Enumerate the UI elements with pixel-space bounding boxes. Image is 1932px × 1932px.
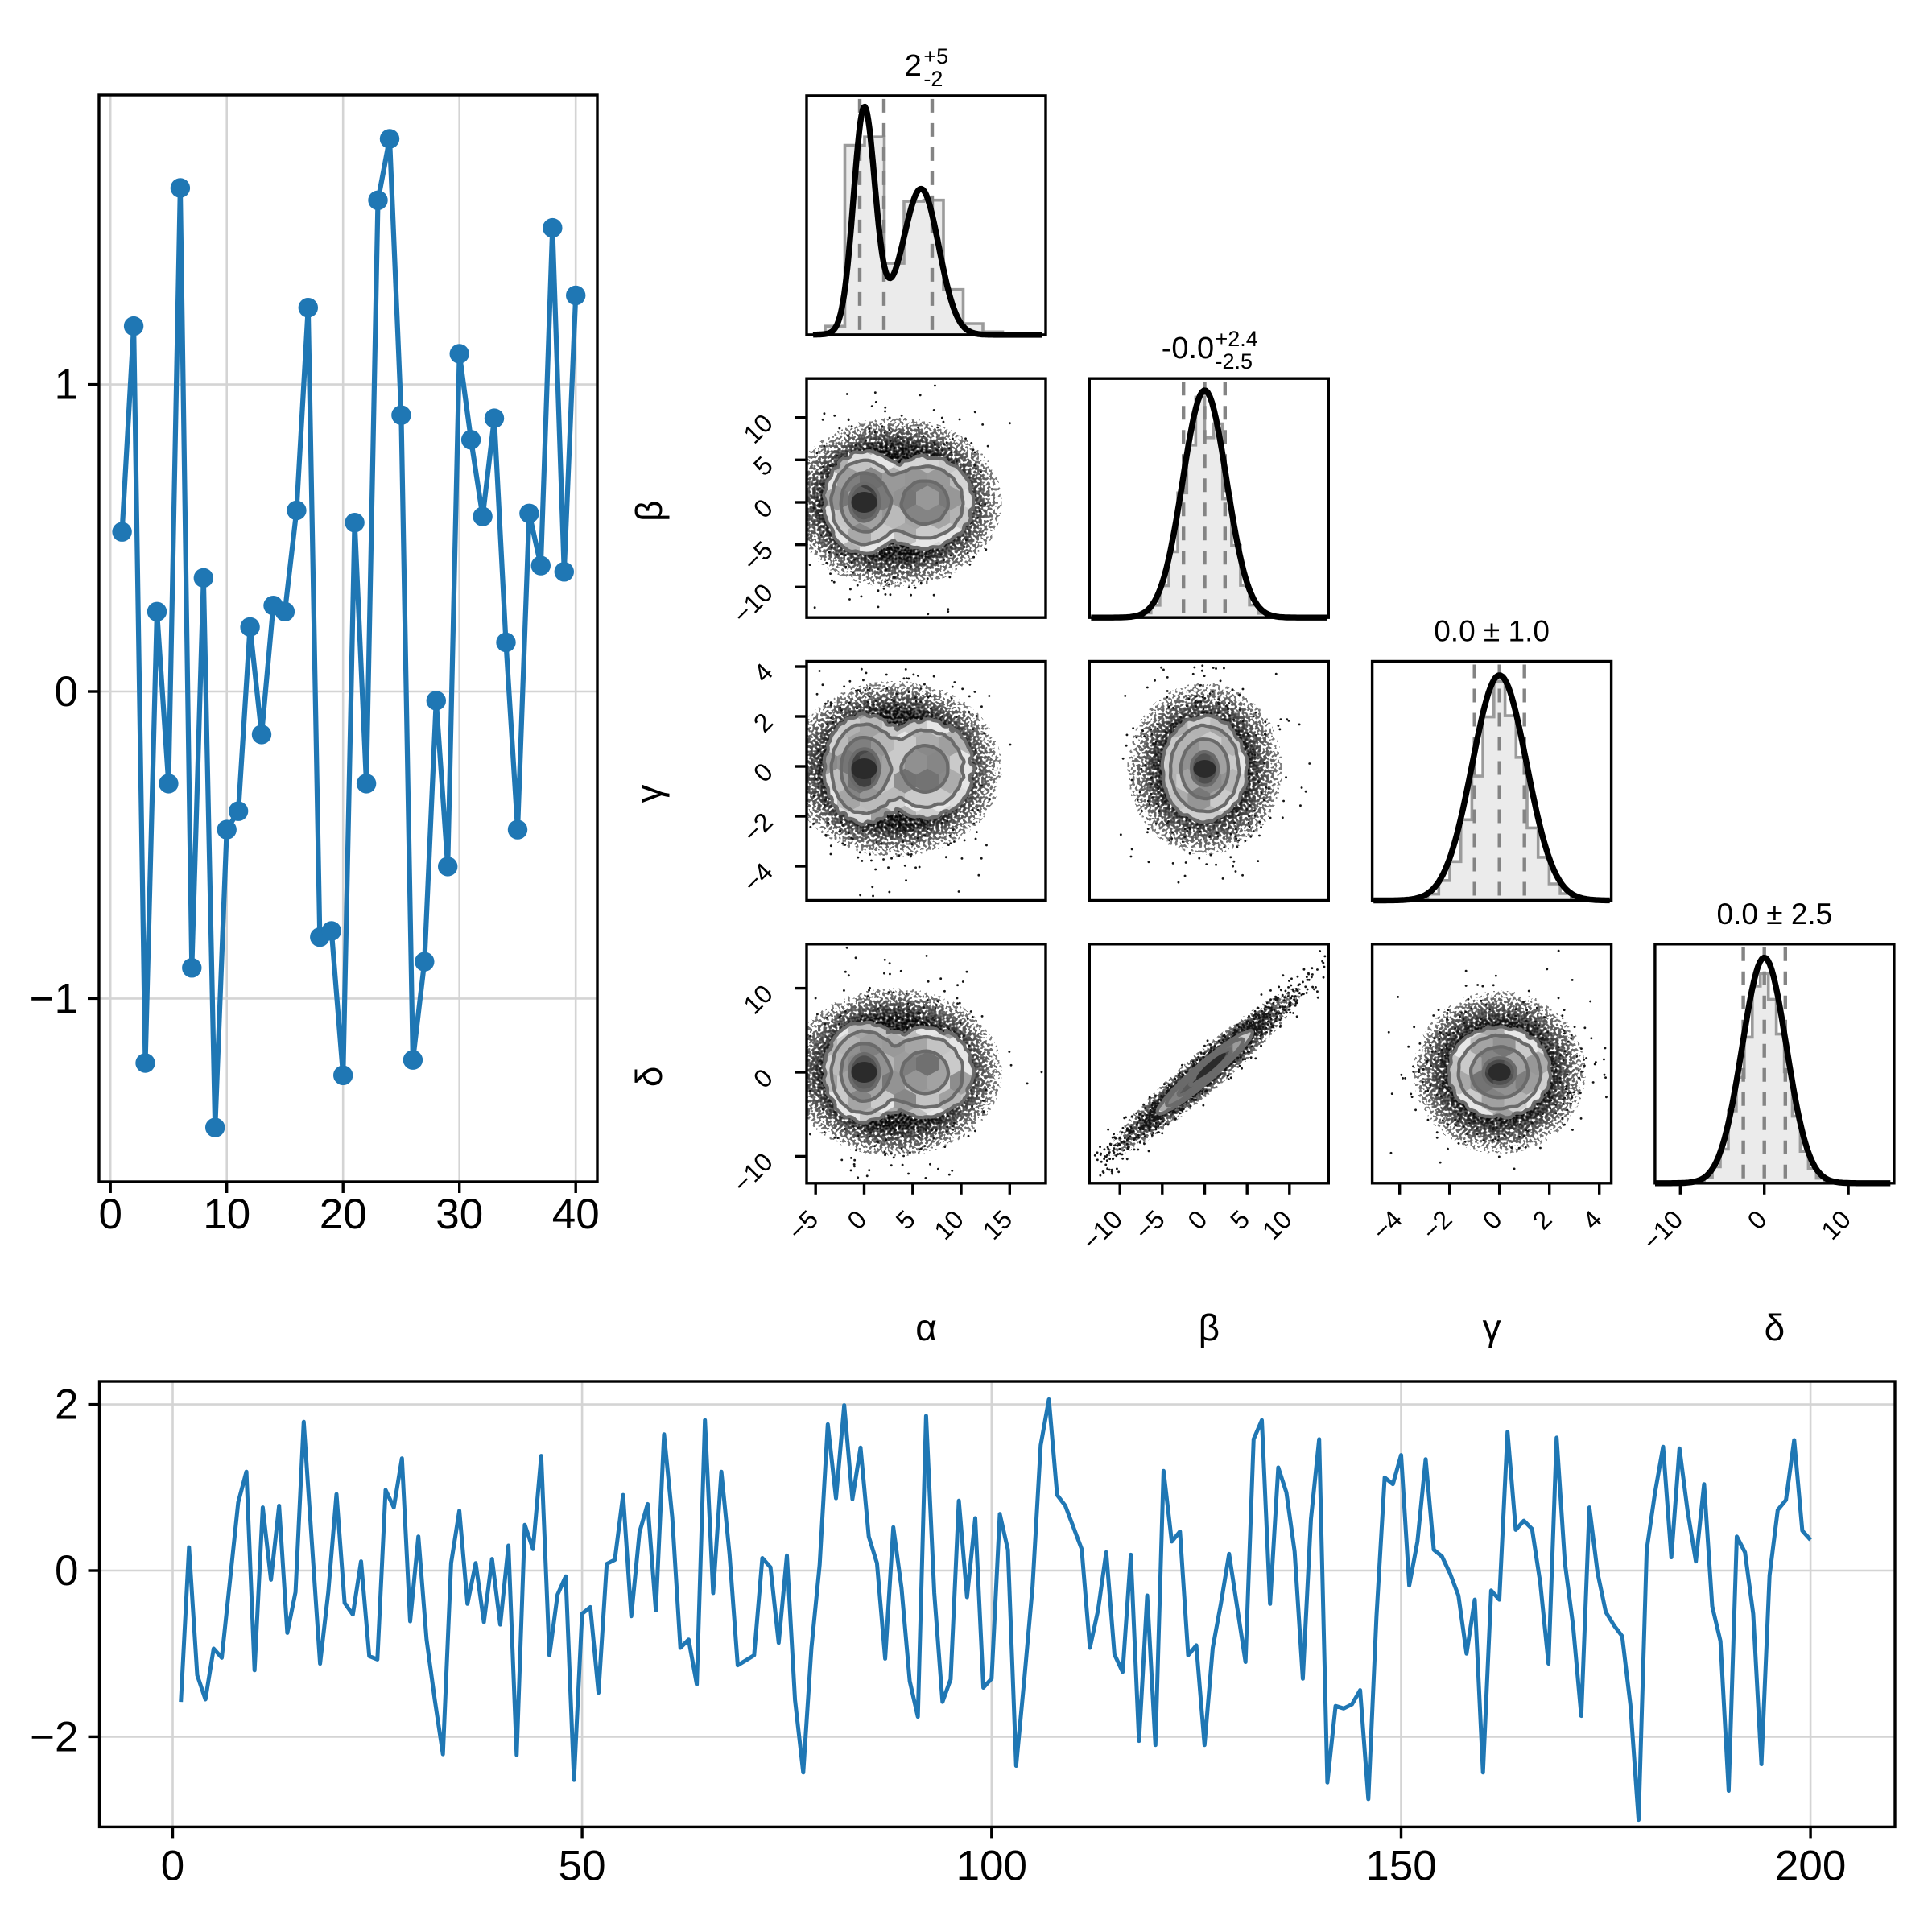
svg-text:50: 50 bbox=[559, 1842, 606, 1889]
svg-text:100: 100 bbox=[956, 1842, 1027, 1889]
svg-text:+2.4: +2.4 bbox=[1216, 327, 1258, 351]
svg-text:δ: δ bbox=[628, 1066, 670, 1087]
svg-text:10: 10 bbox=[203, 1191, 250, 1238]
svg-text:+5: +5 bbox=[923, 44, 948, 68]
svg-text:0: 0 bbox=[98, 1191, 122, 1238]
svg-text:−1: −1 bbox=[30, 975, 78, 1022]
svg-text:α: α bbox=[915, 1307, 937, 1348]
svg-text:γ: γ bbox=[1483, 1307, 1501, 1348]
svg-text:-2: -2 bbox=[923, 67, 943, 91]
svg-text:-0.0: -0.0 bbox=[1162, 332, 1214, 365]
svg-text:β: β bbox=[1199, 1307, 1220, 1348]
svg-text:0: 0 bbox=[55, 668, 78, 716]
svg-text:γ: γ bbox=[628, 785, 670, 803]
svg-text:2: 2 bbox=[905, 49, 922, 83]
svg-text:20: 20 bbox=[320, 1191, 367, 1238]
svg-text:0.0 ± 2.5: 0.0 ± 2.5 bbox=[1717, 898, 1833, 931]
svg-text:β: β bbox=[628, 500, 670, 521]
svg-text:−2: −2 bbox=[30, 1713, 78, 1761]
svg-text:0: 0 bbox=[55, 1547, 78, 1595]
svg-text:2: 2 bbox=[55, 1381, 78, 1429]
svg-text:0.0 ± 1.0: 0.0 ± 1.0 bbox=[1434, 615, 1550, 648]
svg-text:δ: δ bbox=[1765, 1307, 1785, 1348]
svg-text:40: 40 bbox=[552, 1191, 600, 1238]
svg-text:1: 1 bbox=[55, 361, 78, 409]
svg-text:0: 0 bbox=[161, 1842, 184, 1889]
svg-text:150: 150 bbox=[1365, 1842, 1436, 1889]
svg-text:30: 30 bbox=[436, 1191, 483, 1238]
svg-text:200: 200 bbox=[1775, 1842, 1846, 1889]
svg-text:-2.5: -2.5 bbox=[1216, 349, 1253, 374]
